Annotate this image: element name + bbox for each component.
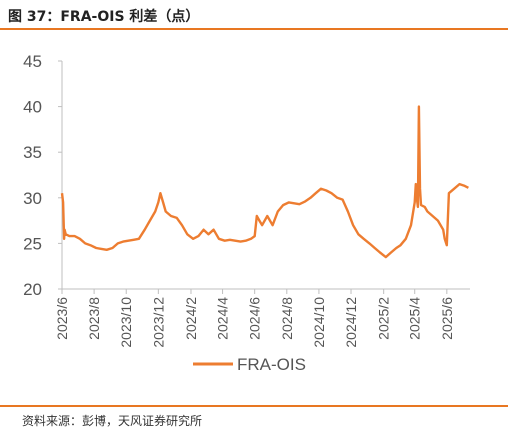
x-tick-label: 2023/8 bbox=[86, 297, 102, 340]
plot-area bbox=[60, 105, 469, 259]
y-tick-label: 45 bbox=[23, 52, 42, 71]
y-tick-label: 25 bbox=[23, 234, 42, 253]
x-tick-label: 2023/6 bbox=[54, 297, 70, 340]
x-tick-label: 2023/12 bbox=[150, 297, 166, 348]
x-tick-label: 2024/10 bbox=[311, 297, 327, 348]
y-tick-label: 40 bbox=[23, 98, 42, 117]
legend-label: FRA-OIS bbox=[237, 355, 306, 374]
y-tick-label: 35 bbox=[23, 143, 42, 162]
x-tick-label: 2024/4 bbox=[215, 297, 231, 340]
x-tick-label: 2025/6 bbox=[439, 297, 455, 340]
x-tick-label: 2024/2 bbox=[183, 297, 199, 340]
x-tick-label: 2024/8 bbox=[279, 297, 295, 340]
title-divider bbox=[0, 28, 508, 30]
source-note: 资料来源：彭博，天风证券研究所 bbox=[22, 414, 203, 428]
x-tick-label: 2025/4 bbox=[407, 297, 423, 340]
x-tick-label: 2023/10 bbox=[118, 297, 134, 348]
source-divider bbox=[0, 405, 508, 407]
x-axis: 2023/6 2023/8 2023/10 2023/12 2024/2 2024/4 20… bbox=[54, 288, 470, 348]
x-tick-label: 2025/2 bbox=[376, 297, 392, 340]
series-line-fra-ois bbox=[60, 105, 469, 259]
legend: FRA-OIS bbox=[193, 355, 306, 374]
figure-title: 图 37：FRA-OIS 利差（点） bbox=[8, 9, 200, 25]
x-tick-label: 2024/6 bbox=[247, 297, 263, 340]
y-tick-label: 30 bbox=[23, 189, 42, 208]
x-tick-label: 2024/12 bbox=[343, 297, 359, 348]
y-tick-label: 20 bbox=[23, 280, 42, 299]
y-axis: 20 25 30 35 40 45 bbox=[23, 52, 63, 299]
